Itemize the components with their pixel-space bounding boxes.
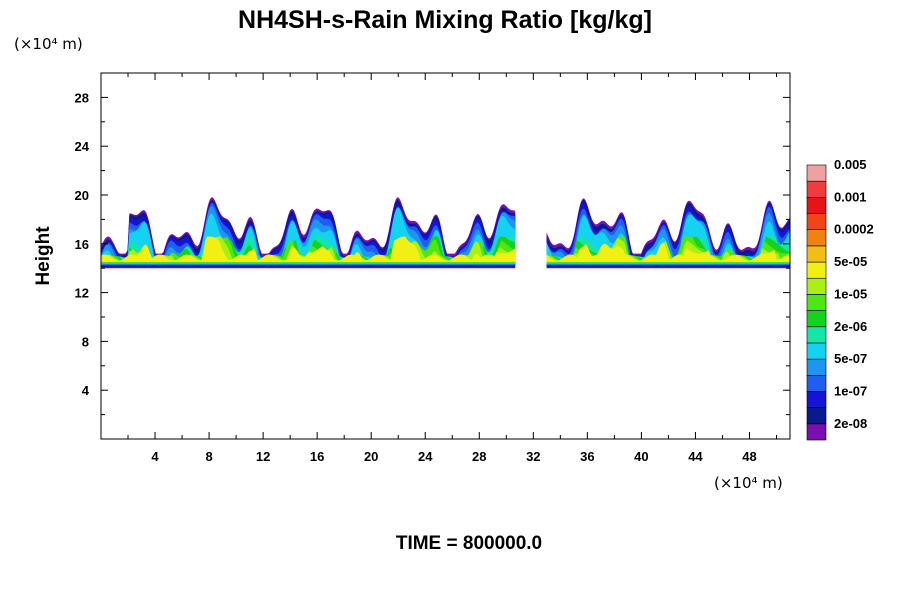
x-tick-label: 12 xyxy=(256,449,270,464)
colorbar-label: 0.005 xyxy=(834,157,867,172)
chart-title: NH4SH-s-Rain Mixing Ratio [kg/kg] xyxy=(238,6,652,34)
x-tick-label: 4 xyxy=(151,449,159,464)
y-axis: 4 8 12 16 20 24 28 xyxy=(75,90,790,416)
x-tick-label: 20 xyxy=(364,449,378,464)
y-tick-label: 28 xyxy=(75,90,89,105)
colorbar-label: 5e-07 xyxy=(834,351,867,366)
y-tick-label: 20 xyxy=(75,188,89,203)
x-tick-label: 8 xyxy=(205,449,212,464)
colorbar-swatch xyxy=(806,374,827,392)
colorbar-swatch xyxy=(806,423,827,441)
colorbar-swatch xyxy=(806,261,827,279)
x-tick-label: 24 xyxy=(418,449,433,464)
colorbar-label: 0.001 xyxy=(834,189,867,204)
colorbar-swatch xyxy=(806,326,827,344)
y-tick-label: 12 xyxy=(75,286,89,301)
colorbar-label: 2e-06 xyxy=(834,319,867,334)
colorbar-swatch xyxy=(806,407,827,425)
x-tick-label: 48 xyxy=(742,449,756,464)
time-label: TIME = 800000.0 xyxy=(396,533,542,554)
colorbar-swatch xyxy=(806,294,827,311)
x-tick-label: 16 xyxy=(310,449,324,464)
colorbar-swatch xyxy=(806,213,827,231)
colorbar-swatch xyxy=(806,310,827,328)
colorbar-swatch xyxy=(806,358,827,376)
colorbar-swatch xyxy=(806,342,827,360)
contour-band xyxy=(101,236,516,262)
x-tick-label: 44 xyxy=(688,449,703,464)
colorbar-swatch xyxy=(806,197,827,214)
colorbar-swatch xyxy=(806,229,827,247)
y-tick-label: 16 xyxy=(75,237,89,252)
colorbar-swatch xyxy=(806,391,827,408)
y-tick-label: 24 xyxy=(75,139,90,154)
colorbar: 2e-08 1e-07 5e-07 2e-06 1e-05 5e-05 0.0002 0.00… xyxy=(806,157,874,441)
colorbar-label: 0.0002 xyxy=(834,222,874,237)
y-unit-label: (×10⁴ m) xyxy=(14,35,83,53)
colorbar-swatch xyxy=(806,277,827,295)
y-tick-label: 4 xyxy=(82,383,90,398)
plot-frame xyxy=(100,72,791,440)
colorbar-swatch xyxy=(806,164,827,182)
colorbar-swatch xyxy=(806,180,827,198)
y-axis-label: Height xyxy=(33,226,54,286)
x-tick-label: 32 xyxy=(526,449,540,464)
colorbar-swatch xyxy=(806,245,827,263)
mixing-ratio-field xyxy=(101,197,790,269)
contour-band xyxy=(546,243,790,262)
colorbar-label: 1e-05 xyxy=(834,286,867,301)
x-tick-label: 28 xyxy=(472,449,486,464)
x-tick-label: 40 xyxy=(634,449,648,464)
x-axis: 4 8 12 16 20 24 28 32 36 40 44 48 xyxy=(127,73,777,464)
x-tick-label: 36 xyxy=(580,449,594,464)
colorbar-label: 2e-08 xyxy=(834,416,867,431)
y-tick-label: 8 xyxy=(82,334,89,349)
colorbar-label: 5e-05 xyxy=(834,254,867,269)
x-unit-label: (×10⁴ m) xyxy=(714,474,783,492)
colorbar-label: 1e-07 xyxy=(834,383,867,398)
